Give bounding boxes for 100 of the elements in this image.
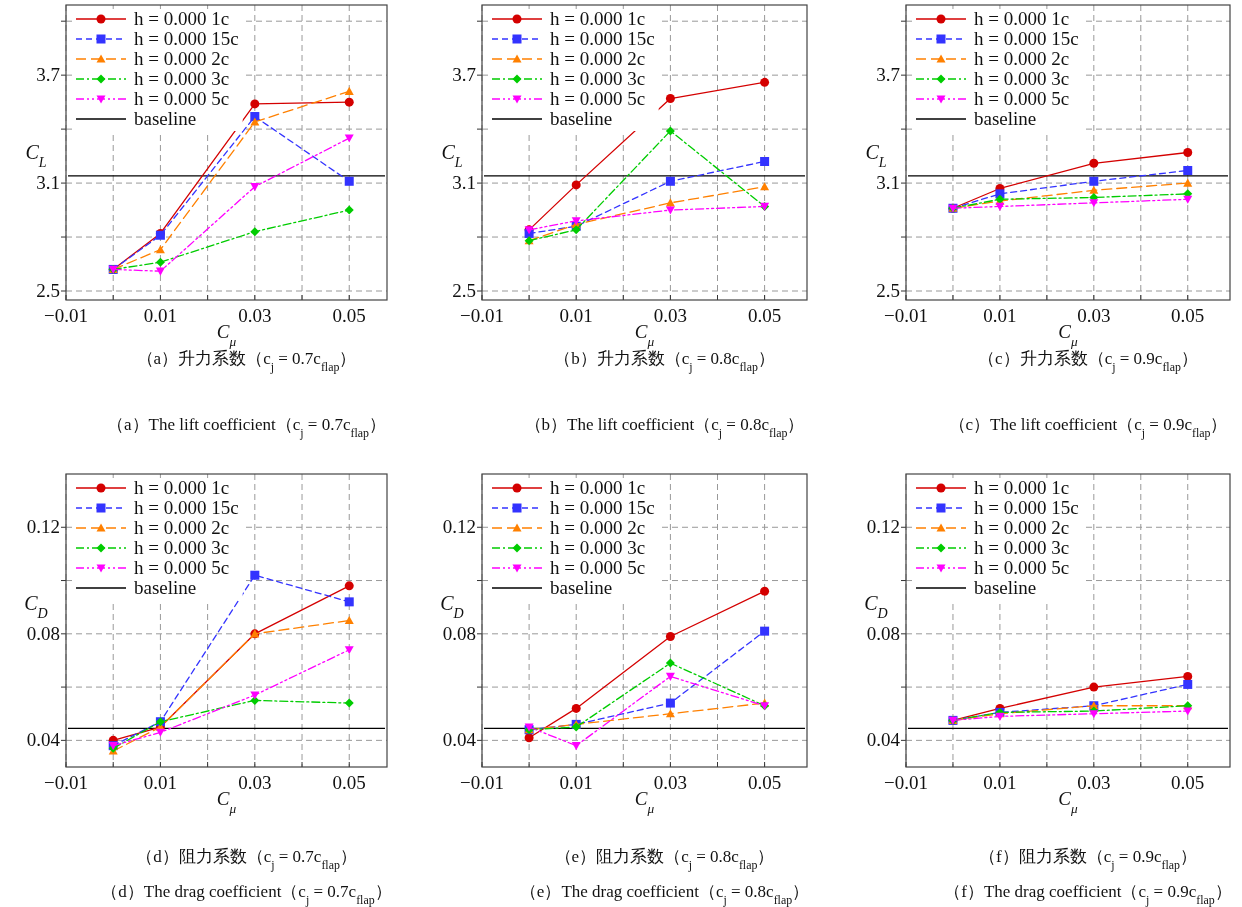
legend-label: h = 0.000 15c	[550, 497, 655, 518]
legend-label: h = 0.000 1c	[134, 8, 230, 29]
text: （d）阻力系数（c$_{j}$ = 0.7c$_{flap}$）	[136, 847, 357, 872]
legend-label: h = 0.000 1c	[550, 8, 646, 29]
text: （c）升力系数（c$_{j}$ = 0.9c$_{flap}$）	[978, 349, 1198, 374]
x-axis-title: C$_{μ}$	[1058, 788, 1078, 816]
y-tick-label: 0.08	[442, 622, 476, 644]
x-tick-label: 0.01	[559, 772, 593, 793]
y-tick-label: 0.12	[26, 516, 60, 538]
y-tick-label: 0.12	[866, 516, 900, 538]
legend-label: baseline	[550, 577, 613, 598]
x-tick-label: −0.01	[460, 305, 504, 326]
legend-label: h = 0.000 2c	[974, 517, 1070, 538]
x-tick-label: 0.01	[983, 772, 1017, 793]
legend-label: h = 0.000 15c	[974, 28, 1079, 49]
x-tick-label: −0.01	[44, 772, 88, 793]
y-axis-title: C$_{D}$	[440, 591, 464, 621]
legend-label: h = 0.000 5c	[974, 557, 1070, 578]
legend-label: baseline	[550, 108, 613, 129]
legend-label: baseline	[134, 108, 197, 129]
x-axis-title: C$_{μ}$	[1058, 321, 1078, 349]
x-axis-title: C$_{μ}$	[216, 788, 237, 816]
y-tick-label: 0.12	[442, 516, 476, 538]
text: （e）The drag coefficient（c$_{j}$ = 0.8c$_{flap}$）	[519, 882, 810, 907]
text: （b）The lift coefficient（c$_{j}$ = 0.8c$_{flap}$）	[524, 415, 805, 440]
text: （c）The lift coefficient（c$_{j}$ = 0.9c$_{flap}$）	[948, 415, 1228, 440]
text: （a）The lift coefficient（c$_{j}$ = 0.7c$_{flap}$）	[107, 415, 386, 440]
legend-label: h = 0.000 3c	[550, 68, 646, 89]
legend-label: h = 0.000 1c	[134, 477, 230, 498]
y-tick-label: 0.08	[26, 622, 60, 644]
x-tick-label: −0.01	[460, 772, 504, 793]
x-tick-label: −0.01	[884, 305, 928, 326]
legend-label: h = 0.000 2c	[550, 48, 646, 69]
x-tick-label: −0.01	[884, 772, 928, 793]
y-tick-label: 3.1	[876, 172, 900, 194]
legend-label: baseline	[134, 577, 197, 598]
legend-label: h = 0.000 2c	[974, 48, 1070, 69]
x-tick-label: 0.03	[653, 772, 688, 793]
legend-label: h = 0.000 3c	[974, 537, 1070, 558]
legend-label: h = 0.000 5c	[974, 88, 1070, 109]
legend-label: h = 0.000 3c	[134, 537, 230, 558]
x-tick-label: 0.05	[1171, 305, 1205, 326]
x-tick-label: 0.05	[747, 305, 782, 326]
x-axis-title: C$_{μ}$	[216, 321, 237, 349]
legend-label: h = 0.000 15c	[134, 28, 239, 49]
text: （f）The drag coefficient（c$_{j}$ = 0.9c$_{flap}$）	[944, 882, 1232, 907]
y-tick-label: 2.5	[452, 280, 476, 302]
x-tick-label: 0.01	[983, 305, 1017, 326]
legend-label: h = 0.000 2c	[550, 517, 646, 538]
legend-label: h = 0.000 2c	[134, 517, 230, 538]
x-tick-label: 0.03	[238, 772, 272, 793]
x-axis-title: C$_{μ}$	[634, 788, 655, 816]
legend-label: h = 0.000 1c	[974, 477, 1070, 498]
x-tick-label: 0.01	[143, 772, 178, 793]
y-axis-title: C$_{L}$	[865, 141, 887, 170]
legend-label: h = 0.000 5c	[134, 88, 230, 109]
x-tick-label: 0.05	[332, 305, 366, 326]
y-tick-label: 3.7	[876, 64, 900, 86]
x-tick-label: 0.03	[1077, 772, 1111, 793]
legend-label: h = 0.000 15c	[974, 497, 1079, 518]
legend-label: h = 0.000 1c	[974, 8, 1070, 29]
legend-label: h = 0.000 15c	[134, 497, 239, 518]
y-tick-label: 0.04	[866, 729, 901, 751]
y-tick-label: 0.08	[866, 622, 900, 644]
legend-label: h = 0.000 3c	[974, 68, 1070, 89]
x-tick-label: 0.05	[747, 772, 782, 793]
x-tick-label: 0.03	[1077, 305, 1111, 326]
x-tick-label: 0.03	[653, 305, 688, 326]
legend-label: h = 0.000 1c	[550, 477, 646, 498]
legend-label: baseline	[974, 108, 1037, 129]
y-tick-label: 0.04	[26, 729, 61, 751]
legend-label: h = 0.000 2c	[134, 48, 230, 69]
y-tick-label: 3.7	[36, 64, 60, 86]
legend-label: h = 0.000 5c	[550, 88, 646, 109]
x-tick-label: 0.05	[1171, 772, 1205, 793]
x-tick-label: −0.01	[44, 305, 88, 326]
legend-label: baseline	[974, 577, 1037, 598]
x-axis-title: C$_{μ}$	[634, 321, 655, 349]
y-axis-title: C$_{D}$	[24, 591, 48, 621]
x-tick-label: 0.03	[238, 305, 272, 326]
legend-label: h = 0.000 3c	[550, 537, 646, 558]
y-tick-label: 2.5	[36, 280, 60, 302]
text: （d）The drag coefficient（c$_{j}$ = 0.7c$_{flap}$）	[101, 882, 392, 907]
y-axis-title: C$_{L}$	[441, 141, 463, 170]
y-axis-title: C$_{D}$	[864, 591, 888, 621]
legend-label: h = 0.000 5c	[550, 557, 646, 578]
x-tick-label: 0.05	[332, 772, 366, 793]
x-tick-label: 0.01	[143, 305, 178, 326]
y-tick-label: 3.7	[452, 64, 476, 86]
y-tick-label: 2.5	[876, 280, 900, 302]
legend-label: h = 0.000 3c	[134, 68, 230, 89]
x-tick-label: 0.01	[559, 305, 593, 326]
text: （f）阻力系数（c$_{j}$ = 0.9c$_{flap}$）	[979, 847, 1197, 872]
y-axis-title: C$_{L}$	[25, 141, 47, 170]
y-tick-label: 3.1	[452, 172, 476, 194]
text: （a）升力系数（c$_{j}$ = 0.7c$_{flap}$）	[136, 349, 357, 374]
text: （b）升力系数（c$_{j}$ = 0.8c$_{flap}$）	[554, 349, 775, 374]
y-tick-label: 0.04	[442, 729, 477, 751]
y-tick-label: 3.1	[36, 172, 60, 194]
text: （e）阻力系数（c$_{j}$ = 0.8c$_{flap}$）	[554, 847, 775, 872]
